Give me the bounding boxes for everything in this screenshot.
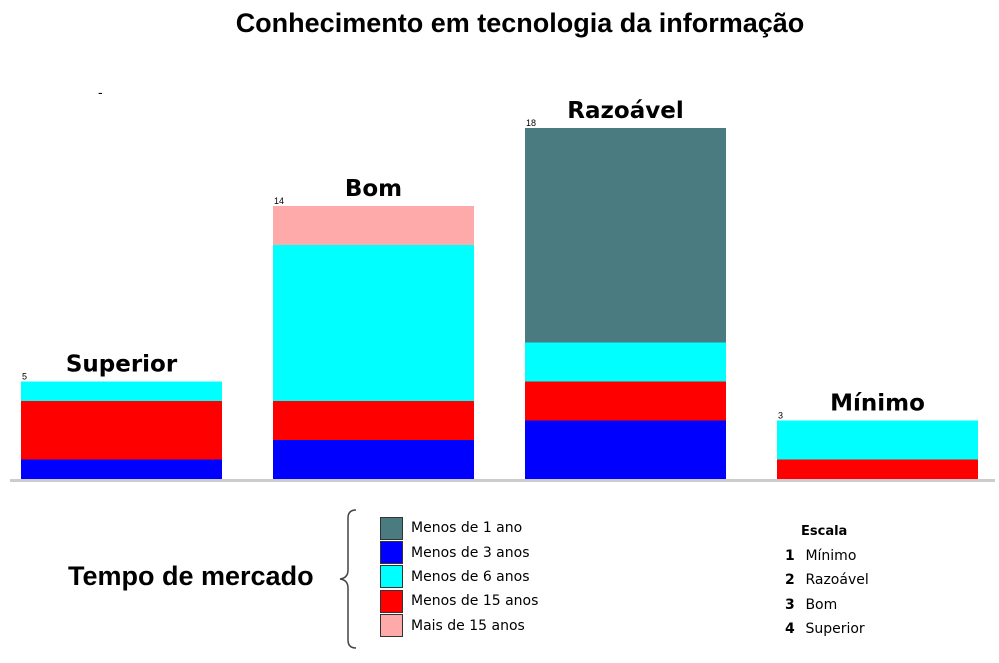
scale-number: 4 [785, 621, 795, 638]
bar-segment [525, 342, 726, 382]
bar-segment [525, 420, 726, 479]
scale-label: Bom [805, 596, 838, 613]
bar-total-label: 14 [274, 196, 284, 206]
legend-item: Menos de 3 anos [380, 540, 538, 565]
chart-title: Conhecimento em tecnologia da informação [235, 8, 805, 38]
legend-label: Mais de 15 anos [411, 617, 525, 634]
bar-segment [525, 381, 726, 421]
scale-title: Escala [801, 524, 848, 539]
category-label: Razoável [567, 98, 683, 124]
legend-label: Menos de 1 ano [411, 520, 523, 537]
legend-title: Tempo de mercado [68, 561, 314, 591]
category-label: Superior [66, 352, 178, 378]
scale-number: 3 [785, 596, 795, 613]
bar-segment [21, 459, 222, 479]
legend-item: Menos de 15 anos [380, 589, 538, 613]
scale-item: 2 Razoável [785, 568, 869, 592]
legend-label: Menos de 6 anos [411, 568, 530, 585]
brace-icon [339, 509, 357, 649]
scale-item: 3 Bom [785, 593, 869, 617]
legend-item: Mais de 15 anos [380, 614, 538, 638]
legend-swatch [380, 614, 403, 638]
bar-segment [21, 381, 222, 401]
scale-label: Mínimo [805, 548, 857, 564]
scale-label: Razoável [805, 572, 869, 589]
stacked-bar-chart: 5 Superior 14 Bom 18 Razoável 3 Mínimo [10, 98, 995, 482]
legend-item: Menos de 6 anos [380, 565, 538, 589]
legend: Menos de 1 ano Menos de 3 anos Menos de … [380, 516, 538, 638]
scale-number: 2 [785, 572, 795, 589]
legend-label: Menos de 15 anos [411, 593, 539, 610]
bar-total-label: 3 [778, 411, 783, 421]
category-label: Bom [345, 176, 402, 202]
bar-total-label: 5 [22, 372, 27, 382]
bar-segment [273, 245, 474, 401]
legend-item: Menos de 1 ano [380, 516, 538, 540]
legend-swatch [380, 541, 403, 565]
bar-segment [777, 459, 978, 479]
category-label: Mínimo [830, 391, 925, 417]
scale-item: 4 Superior [785, 617, 869, 641]
stray-marker: - [98, 84, 103, 100]
legend-swatch [380, 565, 403, 589]
legend-label: Menos de 3 anos [411, 544, 530, 561]
legend-swatch [380, 516, 403, 540]
scale-label: Superior [805, 621, 865, 638]
scale-legend: Escala 1 Mínimo 2 Razoável 3 Bom 4 Super… [785, 520, 869, 642]
bar-segment [273, 206, 474, 245]
bar-segment [273, 440, 474, 479]
scale-item: 1 Mínimo [785, 544, 869, 568]
legend-swatch [380, 589, 403, 613]
scale-number: 1 [785, 548, 795, 564]
bar-segment [273, 401, 474, 440]
bar-total-label: 18 [526, 118, 536, 128]
bar-segment [21, 401, 222, 460]
bar-segment [777, 420, 978, 460]
bar-segment [525, 128, 726, 343]
